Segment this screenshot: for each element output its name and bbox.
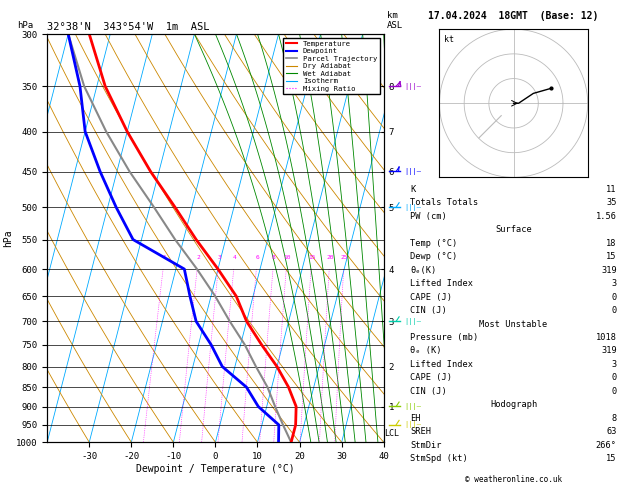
Text: 1018: 1018 (596, 333, 617, 342)
Text: CIN (J): CIN (J) (410, 306, 447, 315)
Text: LCL: LCL (384, 429, 399, 438)
Text: |||—: |||— (404, 421, 421, 428)
Text: StmDir: StmDir (410, 441, 442, 450)
Text: 0: 0 (611, 373, 617, 382)
Text: 2: 2 (196, 255, 200, 260)
Text: Temp (°C): Temp (°C) (410, 239, 457, 248)
X-axis label: Dewpoint / Temperature (°C): Dewpoint / Temperature (°C) (136, 464, 295, 474)
Text: 1: 1 (162, 255, 166, 260)
Text: hPa: hPa (17, 21, 33, 30)
Legend: Temperature, Dewpoint, Parcel Trajectory, Dry Adiabat, Wet Adiabat, Isotherm, Mi: Temperature, Dewpoint, Parcel Trajectory… (283, 37, 380, 94)
Text: Surface: Surface (495, 226, 532, 234)
Text: Hodograph: Hodograph (490, 400, 537, 409)
Text: θₑ (K): θₑ (K) (410, 347, 442, 355)
Text: 20: 20 (326, 255, 334, 260)
Text: km
ASL: km ASL (387, 11, 403, 30)
Text: θₑ(K): θₑ(K) (410, 266, 437, 275)
Text: kt: kt (445, 35, 454, 44)
Text: 15: 15 (308, 255, 316, 260)
Text: 4: 4 (233, 255, 237, 260)
Text: 6: 6 (255, 255, 259, 260)
Text: 0: 0 (611, 293, 617, 302)
Text: Dewp (°C): Dewp (°C) (410, 252, 457, 261)
Y-axis label: hPa: hPa (3, 229, 13, 247)
Text: CAPE (J): CAPE (J) (410, 373, 452, 382)
Text: CIN (J): CIN (J) (410, 387, 447, 396)
Text: Pressure (mb): Pressure (mb) (410, 333, 479, 342)
Text: 32°38'N  343°54'W  1m  ASL: 32°38'N 343°54'W 1m ASL (47, 22, 209, 32)
Text: Totals Totals: Totals Totals (410, 198, 479, 208)
Text: 10: 10 (284, 255, 291, 260)
Text: 35: 35 (606, 198, 617, 208)
Text: 25: 25 (340, 255, 348, 260)
Text: 18: 18 (606, 239, 617, 248)
Text: StmSpd (kt): StmSpd (kt) (410, 454, 468, 463)
Text: 15: 15 (606, 252, 617, 261)
Text: 319: 319 (601, 266, 617, 275)
Text: 8: 8 (272, 255, 276, 260)
Text: |||—: |||— (404, 168, 421, 175)
Text: PW (cm): PW (cm) (410, 212, 447, 221)
Text: |||—: |||— (404, 318, 421, 325)
Text: SREH: SREH (410, 427, 431, 436)
Text: Lifted Index: Lifted Index (410, 279, 473, 288)
Text: |||—: |||— (404, 83, 421, 90)
Text: 3: 3 (611, 279, 617, 288)
Text: K: K (410, 185, 416, 194)
Text: CAPE (J): CAPE (J) (410, 293, 452, 302)
Text: 15: 15 (606, 454, 617, 463)
Text: 3: 3 (611, 360, 617, 369)
Text: 0: 0 (611, 306, 617, 315)
Text: 8: 8 (611, 414, 617, 423)
Text: 3: 3 (218, 255, 221, 260)
Text: |||—: |||— (404, 403, 421, 410)
Text: |||—: |||— (404, 204, 421, 211)
Text: 0: 0 (611, 387, 617, 396)
Text: Most Unstable: Most Unstable (479, 320, 548, 329)
Text: © weatheronline.co.uk: © weatheronline.co.uk (465, 474, 562, 484)
Text: EH: EH (410, 414, 421, 423)
Text: Lifted Index: Lifted Index (410, 360, 473, 369)
Text: 1.56: 1.56 (596, 212, 617, 221)
Text: 266°: 266° (596, 441, 617, 450)
Text: 319: 319 (601, 347, 617, 355)
Text: 63: 63 (606, 427, 617, 436)
Text: 11: 11 (606, 185, 617, 194)
Text: 17.04.2024  18GMT  (Base: 12): 17.04.2024 18GMT (Base: 12) (428, 11, 599, 21)
